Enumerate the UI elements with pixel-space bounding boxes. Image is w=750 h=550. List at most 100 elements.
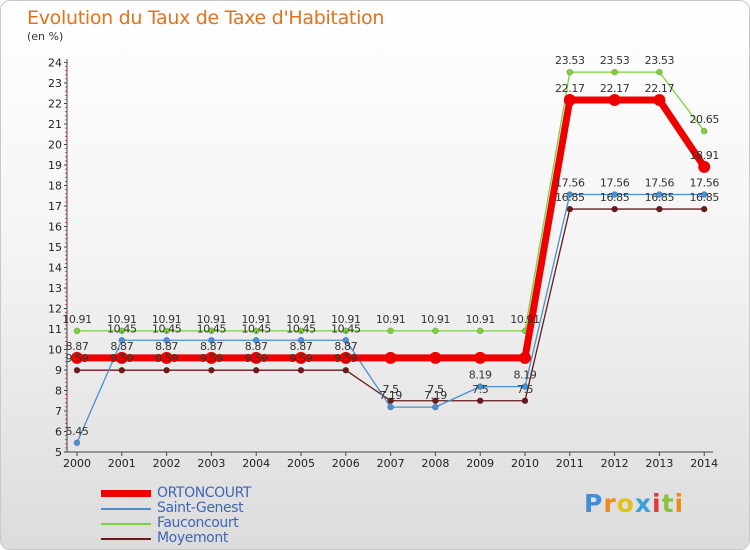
- data-point: [476, 327, 484, 335]
- data-point: [163, 327, 170, 335]
- data-point: [115, 351, 128, 364]
- data-point: [252, 336, 260, 344]
- data-point: [118, 366, 126, 374]
- data-label: 8.87: [66, 340, 89, 353]
- data-point: [429, 351, 442, 364]
- data-point: [208, 327, 215, 335]
- data-point: [339, 351, 352, 364]
- data-point: [608, 94, 621, 107]
- data-point: [611, 68, 618, 76]
- data-label: 22.17: [555, 82, 585, 95]
- legend-label: Moyemont: [157, 530, 228, 546]
- y-tick-label: 6: [55, 426, 62, 439]
- x-tick-label: 2004: [242, 457, 270, 470]
- data-point: [252, 327, 260, 335]
- x-tick-label: 2014: [690, 457, 718, 470]
- data-point: [208, 366, 215, 374]
- data-label: 10.45: [152, 322, 182, 335]
- data-point: [297, 366, 305, 374]
- data-point: [205, 351, 218, 364]
- logo-letter: P: [584, 489, 604, 518]
- y-tick-label: 19: [48, 159, 62, 172]
- data-point: [387, 403, 394, 411]
- data-label: 5.45: [66, 425, 89, 438]
- data-point: [250, 351, 263, 364]
- y-tick-label: 21: [48, 118, 62, 131]
- data-point: [700, 127, 708, 135]
- y-tick-label: 13: [48, 282, 62, 295]
- data-point: [160, 351, 173, 364]
- chart-title: Evolution du Taux de Taxe d'Habitation: [27, 7, 385, 29]
- data-label: 10.45: [331, 322, 361, 335]
- data-label: 17.56: [689, 177, 719, 190]
- data-label: 10.91: [510, 313, 540, 326]
- data-label: 8.87: [110, 340, 133, 353]
- data-point: [700, 191, 708, 198]
- data-point: [163, 366, 170, 374]
- y-tick-label: 7: [55, 405, 62, 418]
- data-label: 7.5: [472, 383, 489, 396]
- data-label: 10.91: [465, 313, 495, 326]
- y-tick-label: 12: [48, 303, 62, 316]
- data-label: 9.59: [110, 352, 133, 365]
- data-label: 9.59: [245, 352, 268, 365]
- data-point: [297, 327, 305, 335]
- data-point: [521, 397, 529, 405]
- data-point: [432, 327, 439, 335]
- data-label: 8.87: [155, 340, 178, 353]
- logo-letter: t: [661, 489, 675, 518]
- data-label: 9.59: [66, 352, 89, 365]
- x-tick-label: 2012: [601, 457, 629, 470]
- x-tick-label: 2009: [466, 457, 494, 470]
- data-point: [611, 205, 618, 213]
- legend-item: Fauconcourt: [101, 516, 251, 531]
- data-label: 8.87: [245, 340, 268, 353]
- data-point: [563, 94, 576, 107]
- data-point: [163, 336, 170, 344]
- data-label: 7.5: [517, 383, 534, 396]
- series-line-moyemont: [76, 208, 705, 402]
- data-label: 10.45: [286, 322, 316, 335]
- data-point: [384, 351, 397, 364]
- y-tick-label: 8: [55, 385, 62, 398]
- data-label: 22.17: [600, 82, 630, 95]
- data-point: [387, 397, 394, 405]
- data-point: [519, 351, 531, 364]
- data-label: 10.45: [107, 322, 137, 335]
- data-point: [295, 351, 307, 364]
- data-point: [521, 383, 529, 390]
- data-label: 10.91: [286, 313, 316, 326]
- data-point: [118, 336, 126, 344]
- data-label: 17.56: [645, 177, 675, 190]
- x-tick-label: 2003: [197, 457, 225, 470]
- data-point: [611, 191, 618, 198]
- x-tick-label: 2010: [511, 457, 539, 470]
- legend-label: Saint-Genest: [157, 500, 244, 516]
- data-label: 16.85: [600, 191, 630, 204]
- data-label: 9.59: [290, 352, 313, 365]
- data-label: 10.91: [331, 313, 361, 326]
- data-point: [566, 191, 574, 198]
- x-tick-label: 2007: [377, 457, 405, 470]
- y-tick-label: 16: [48, 221, 62, 234]
- logo-letter: x: [634, 489, 652, 518]
- data-label: 10.45: [241, 322, 271, 335]
- y-tick-label: 22: [48, 98, 62, 111]
- y-tick-label: 24: [48, 57, 62, 70]
- legend-swatch: [101, 522, 151, 525]
- data-point: [566, 68, 574, 76]
- y-tick-label: 20: [48, 139, 62, 152]
- data-label: 10.91: [62, 313, 92, 326]
- data-point: [342, 327, 350, 335]
- y-tick-label: 9: [55, 364, 62, 377]
- data-label: 22.17: [645, 82, 675, 95]
- data-label: 8.19: [514, 369, 537, 382]
- data-point: [118, 327, 126, 335]
- legend-item: Saint-Genest: [101, 501, 251, 516]
- legend-item: ORTONCOURT: [101, 486, 251, 501]
- data-label: 17.56: [600, 177, 630, 190]
- y-tick-label: 11: [48, 323, 62, 336]
- legend: ORTONCOURT Saint-Genest Fauconcourt Moyemon…: [101, 486, 251, 546]
- data-point: [73, 439, 81, 447]
